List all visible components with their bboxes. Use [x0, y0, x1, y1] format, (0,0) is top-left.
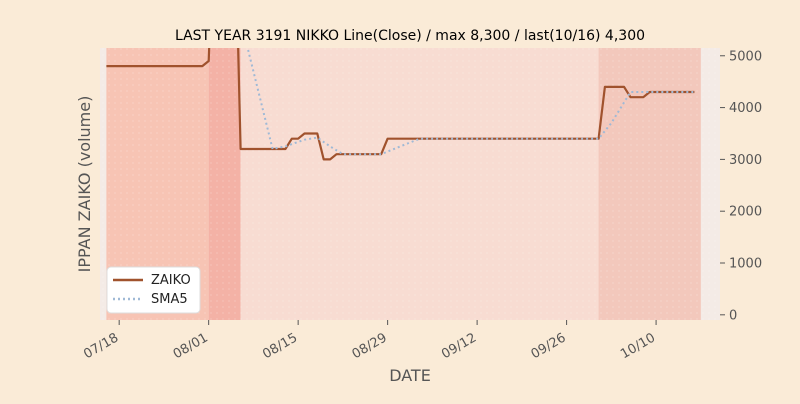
legend-label-zaiko: ZAIKO: [151, 273, 191, 288]
y-axis-title: IPPAN ZAIKO (volume): [75, 96, 94, 273]
x-tick-label: 08/29: [350, 330, 390, 362]
x-tick-label: 08/01: [171, 330, 211, 362]
y-tick-label: 4000: [729, 101, 762, 116]
x-tick-label: 08/15: [260, 330, 300, 362]
x-axis-title: DATE: [389, 366, 431, 385]
y-axis: 0 1000 2000 3000 4000 5000: [720, 49, 762, 323]
legend-box: [106, 266, 201, 314]
y-tick-label: 2000: [729, 205, 762, 220]
y-tick-label: 3000: [729, 153, 762, 168]
y-tick-label: 1000: [729, 257, 762, 272]
series-line-zaiko: [106, 48, 695, 161]
series-lines: [106, 48, 695, 161]
y-tick-label: 0: [729, 308, 737, 323]
x-axis: 07/18 08/01 08/15 08/29 09/12 09/26 10/10: [81, 320, 658, 362]
x-tick-label: 07/18: [81, 330, 121, 362]
legend: ZAIKO SMA5: [106, 266, 201, 314]
chart-title: LAST YEAR 3191 NIKKO Line(Close) / max 8…: [175, 28, 645, 44]
legend-label-sma5: SMA5: [151, 292, 188, 307]
dot-texture: [100, 48, 720, 320]
x-tick-label: 09/12: [439, 330, 479, 362]
series-line-sma5: [246, 48, 695, 156]
y-tick-label: 5000: [729, 49, 762, 64]
x-tick-label: 09/26: [529, 330, 569, 362]
x-tick-label: 10/10: [618, 330, 658, 362]
